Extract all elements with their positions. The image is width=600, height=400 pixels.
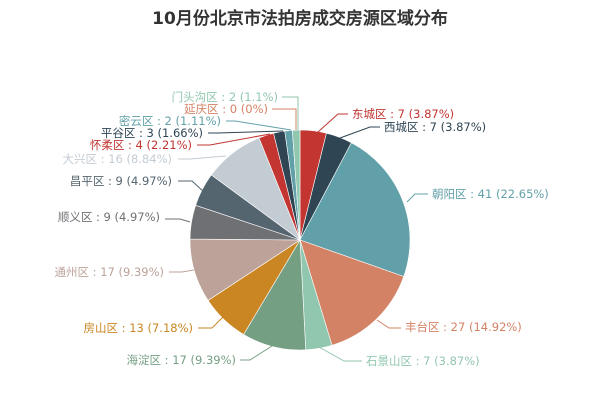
pie-slice-15[interactable] — [292, 129, 301, 241]
slice-label: 朝阳区 : 41 (22.65%) — [432, 187, 549, 201]
slice-label: 海淀区 : 17 (9.39%) — [127, 353, 236, 367]
slice-label: 东城区 : 7 (3.87%) — [352, 107, 454, 121]
pie-slices — [189, 129, 411, 351]
label-line — [208, 130, 284, 134]
slice-label: 大兴区 : 16 (8.84%) — [63, 152, 172, 166]
label-line — [282, 96, 299, 130]
label-line — [178, 180, 206, 194]
slice-labels: 东城区 : 7 (3.87%)西城区 : 7 (3.87%) 朝阳区 : 41 (… — [55, 90, 549, 368]
label-line — [197, 133, 271, 146]
label-line — [226, 120, 292, 131]
pie-slice-3[interactable] — [299, 239, 405, 346]
label-lines — [165, 96, 428, 362]
slice-label: 丰台区 : 27 (14.92%) — [405, 320, 522, 334]
slice-label: 怀柔区 : 4 (2.21%) — [90, 138, 192, 152]
label-line — [272, 108, 297, 130]
slice-label: 平谷区 : 3 (1.66%) — [101, 126, 203, 140]
label-line — [376, 319, 401, 329]
label-line — [406, 193, 428, 203]
slice-label: 顺义区 : 9 (4.97%) — [58, 210, 160, 224]
label-line — [169, 269, 195, 273]
pie-slice-2[interactable] — [299, 142, 411, 277]
chart-title: 10月份北京市法拍房成交房源区域分布 — [152, 9, 448, 29]
label-line — [165, 218, 191, 223]
slice-label: 延庆区 : 0 (0%) — [184, 102, 268, 116]
slice-label: 门头沟区 : 2 (1.1%) — [172, 90, 278, 104]
slice-label: 通州区 : 17 (9.39%) — [55, 265, 164, 279]
label-line — [318, 346, 362, 362]
slice-label: 西城区 : 7 (3.87%) — [384, 120, 486, 134]
slice-label: 石景山区 : 7 (3.87%) — [366, 354, 480, 368]
label-line — [198, 316, 224, 329]
slice-label: 昌平区 : 9 (4.97%) — [70, 174, 172, 188]
label-line — [240, 345, 273, 361]
label-line — [317, 113, 348, 133]
label-line — [178, 155, 227, 160]
label-line — [339, 126, 380, 139]
slice-label: 密云区 : 2 (1.11%) — [119, 114, 221, 128]
slice-label: 房山区 : 13 (7.18%) — [84, 321, 193, 335]
